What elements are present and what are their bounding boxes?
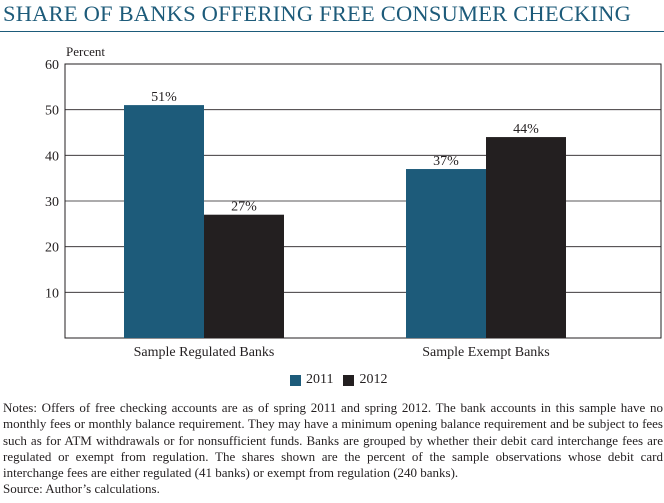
legend: 2011 2012 xyxy=(290,371,397,389)
y-tick-label-60: 60 xyxy=(45,58,59,73)
bar-2012-1 xyxy=(486,137,566,338)
y-tick-label-20: 20 xyxy=(45,241,59,256)
data-label-2011-1: 37% xyxy=(433,154,459,169)
data-label-2011-0: 51% xyxy=(151,90,177,105)
legend-label-2012: 2012 xyxy=(359,372,388,387)
x-tick-label-0: Sample Regulated Banks xyxy=(134,345,275,360)
y-tick-label-50: 50 xyxy=(45,104,59,119)
y-tick-label-10: 10 xyxy=(45,286,59,301)
y-tick-label-30: 30 xyxy=(45,195,59,210)
legend-swatch-2011 xyxy=(290,374,301,386)
chart-title: SHARE OF BANKS OFFERING FREE CONSUMER CH… xyxy=(3,1,632,26)
bar-2012-0 xyxy=(204,214,284,338)
data-label-2012-0: 27% xyxy=(231,200,257,215)
y-axis-label: Percent xyxy=(66,44,105,59)
bar-2011-1 xyxy=(406,169,486,338)
notes-block: Notes: Offers of free checking accounts … xyxy=(3,400,663,498)
source-text: Source: Author’s calculations. xyxy=(3,481,160,497)
legend-label-2011: 2011 xyxy=(306,372,334,387)
legend-swatch-2012 xyxy=(343,374,355,386)
bar-chart: 10 20 30 40 50 60 Percent 51% 27% Sample Regulate… xyxy=(45,44,662,360)
legend-item-2012: 2012 xyxy=(343,372,387,388)
notes-text: Notes: Offers of free checking accounts … xyxy=(3,400,663,481)
legend-item-2011: 2011 xyxy=(290,372,333,388)
y-tick-label-40: 40 xyxy=(45,149,59,164)
data-label-2012-1: 44% xyxy=(513,122,539,137)
bar-2011-0 xyxy=(124,105,204,338)
title-rule xyxy=(0,31,664,32)
x-tick-label-1: Sample Exempt Banks xyxy=(422,345,550,360)
